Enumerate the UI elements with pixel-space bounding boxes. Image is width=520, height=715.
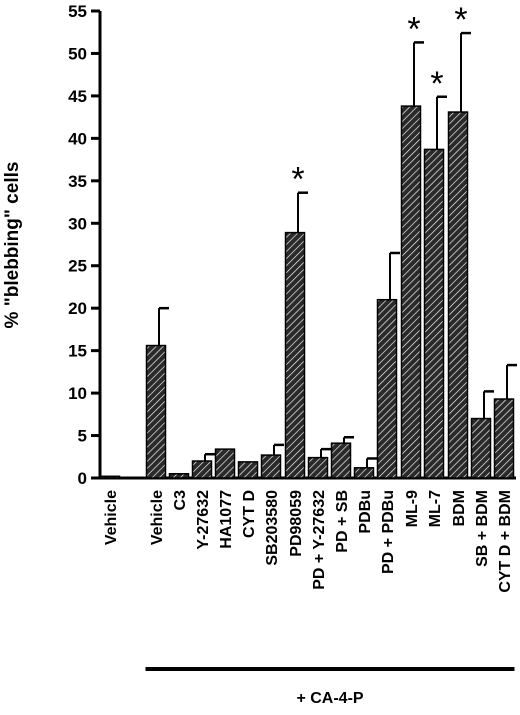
bar xyxy=(145,344,167,479)
significance-star: * xyxy=(407,10,420,48)
significance-markers: * * * * xyxy=(291,1,467,199)
x-tick-label: BDM xyxy=(451,490,468,526)
bar xyxy=(191,460,213,479)
x-tick-label: CYT D + BDM xyxy=(497,490,514,593)
bar xyxy=(99,475,121,479)
x-tick-label: Vehicle xyxy=(149,490,166,545)
bar xyxy=(214,448,236,479)
x-tick-label: Vehicle xyxy=(103,490,120,545)
bar xyxy=(493,398,515,479)
y-tick-label: 45 xyxy=(68,87,87,106)
y-tick-label: 10 xyxy=(68,384,87,403)
x-tick-label: HA1077 xyxy=(218,490,235,549)
y-tick-label: 20 xyxy=(68,299,87,318)
significance-star: * xyxy=(454,1,467,39)
x-tick-label: CYT D xyxy=(241,490,258,538)
bar xyxy=(376,298,398,479)
bar xyxy=(400,105,422,479)
bar xyxy=(447,111,469,479)
bar xyxy=(168,473,190,479)
y-tick-label: 35 xyxy=(68,172,87,191)
group-label: + CA-4-P xyxy=(296,690,363,707)
y-tick-label: 40 xyxy=(68,129,87,148)
bar xyxy=(353,467,375,479)
x-tick-label: C3 xyxy=(172,490,189,511)
bar xyxy=(307,456,329,479)
y-tick-label: 30 xyxy=(68,214,87,233)
significance-star: * xyxy=(291,161,304,199)
x-tick-label: ML-9 xyxy=(404,490,421,527)
bar xyxy=(237,461,259,479)
y-tick-label: 15 xyxy=(68,342,87,361)
y-tick-label: 50 xyxy=(68,44,87,63)
x-tick-label: ML-7 xyxy=(427,490,444,527)
x-tick-label: SB203580 xyxy=(264,490,281,566)
bar xyxy=(260,454,282,479)
x-tick-label: Y-27632 xyxy=(195,490,212,550)
x-axis-category-labels: Vehicle Vehicle C3 Y-27632 HA1077 CYT D SB2035… xyxy=(103,490,514,593)
error-bars xyxy=(158,31,517,468)
x-tick-label: PD + Y-27632 xyxy=(311,490,328,590)
bar xyxy=(330,442,352,479)
x-tick-label: PDBu xyxy=(357,490,374,534)
significance-star: * xyxy=(430,65,443,103)
bars xyxy=(99,105,515,479)
y-tick-label: 25 xyxy=(68,257,87,276)
bar xyxy=(423,148,445,479)
x-tick-label: PD98059 xyxy=(288,490,305,557)
y-tick-label: 55 xyxy=(68,2,87,21)
x-tick-label: PD + PDBu xyxy=(380,490,397,574)
x-tick-label: PD + SB xyxy=(334,490,351,553)
bar xyxy=(284,231,306,479)
y-tick-label: 5 xyxy=(78,427,87,446)
bar xyxy=(470,417,492,479)
x-tick-label: SB + BDM xyxy=(474,490,491,567)
treatment-group: + CA-4-P xyxy=(145,667,515,707)
y-tick-label: 0 xyxy=(78,469,87,488)
y-axis-label: % "blebbing" cells xyxy=(2,162,23,329)
y-axis-ticks: 0 5 10 15 20 25 30 35 40 45 50 55 xyxy=(68,2,100,488)
axes xyxy=(98,11,516,480)
